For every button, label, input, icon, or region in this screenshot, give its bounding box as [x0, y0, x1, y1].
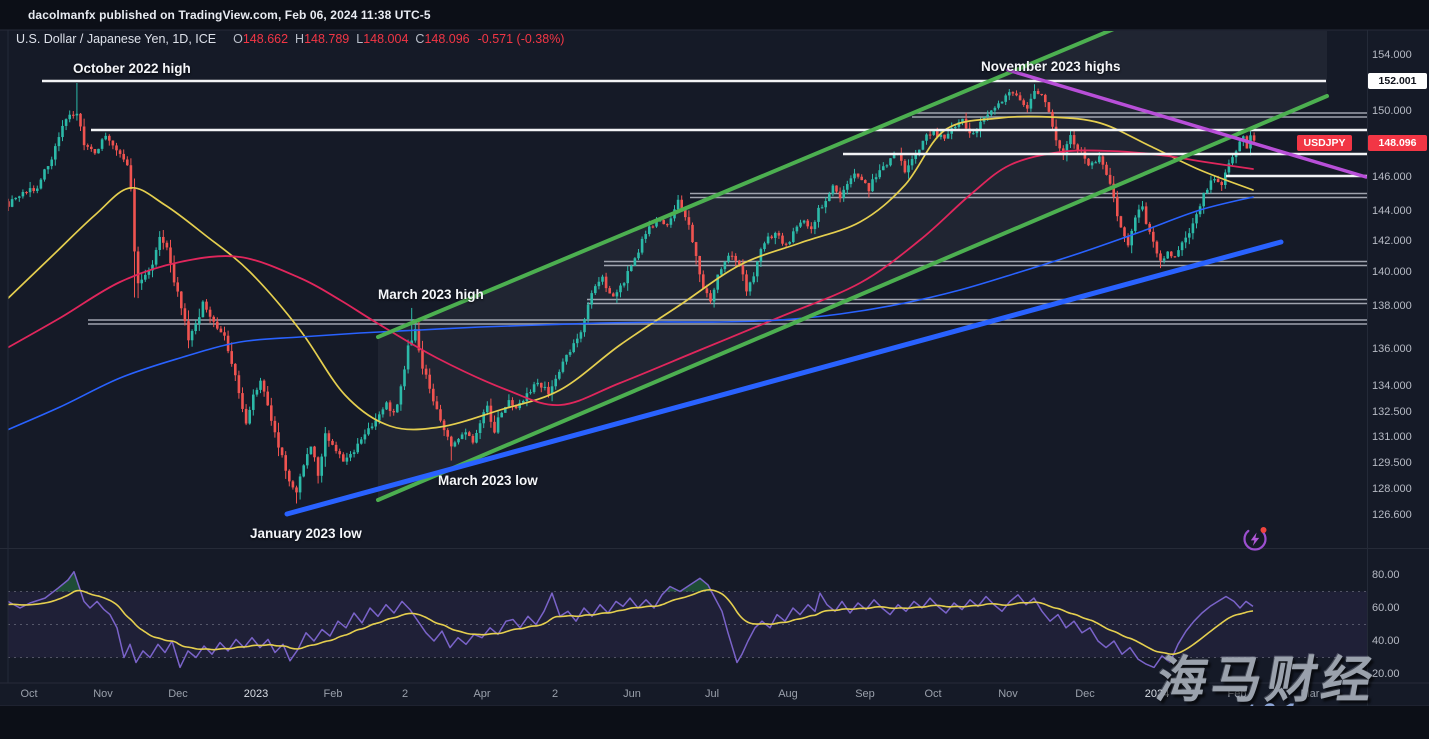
price-tick-label: 128.000: [1372, 483, 1412, 495]
time-tick-label: Dec: [1075, 688, 1095, 700]
resistance-zone[interactable]: [587, 298, 1367, 305]
price-tick-label: 134.000: [1372, 380, 1412, 392]
chart-annotation[interactable]: January 2023 low: [250, 526, 362, 541]
ma-blue[interactable]: [0, 196, 1254, 433]
price-tick-label: 60.00: [1372, 602, 1400, 614]
time-tick-label: 2024: [1144, 688, 1170, 700]
ma-red[interactable]: [0, 149, 1254, 406]
resistance-zone[interactable]: [604, 260, 1367, 267]
time-tick-label: Feb: [1227, 688, 1247, 700]
ohlc-value: 148.789: [304, 32, 350, 46]
price-tick-label: 40.00: [1372, 635, 1400, 647]
time-tick-label: Nov: [93, 688, 113, 700]
chart-background[interactable]: [0, 30, 1429, 706]
ohlc-key: C: [415, 32, 425, 46]
ohlc-key: L: [356, 32, 364, 46]
channel-lower[interactable]: [376, 94, 1329, 502]
rsi-overbought-fill: [682, 578, 712, 593]
ohlc-values: O148.662 H148.789 L148.004 C148.096: [226, 32, 470, 46]
ohlc-value: 148.096: [424, 32, 470, 46]
price-tick-label: 144.000: [1372, 205, 1412, 217]
symbol-description: U.S. Dollar / Japanese Yen, 1D, ICE: [16, 32, 217, 46]
main-pane[interactable]: [0, 0, 1367, 517]
price-tick-label: 146.000: [1372, 171, 1412, 183]
publish-info-bar: dacolmanfx published on TradingView.com,…: [0, 0, 1429, 30]
ohlc-key: O: [233, 32, 243, 46]
lightning-flash-icon[interactable]: [1238, 520, 1272, 556]
rsi-signal-line[interactable]: [8, 589, 1254, 656]
publish-info-text: dacolmanfx published on TradingView.com,…: [28, 8, 431, 22]
ohlc-key: H: [295, 32, 305, 46]
ohlc-value: 148.662: [242, 32, 289, 46]
time-tick-label: Jun: [623, 688, 641, 700]
time-tick-label: Dec: [168, 688, 188, 700]
time-tick-label: Sep: [855, 688, 875, 700]
chart-annotation[interactable]: October 2022 high: [73, 61, 191, 76]
price-tick-label: 140.000: [1372, 266, 1412, 278]
price-tick-label: 150.000: [1372, 105, 1412, 117]
time-tick-label: 2: [551, 688, 559, 700]
price-line-label: 152.001: [1368, 73, 1427, 89]
time-tick-label: Feb: [323, 688, 343, 700]
time-tick-label: Oct: [20, 688, 38, 700]
ascending-support[interactable]: [284, 239, 1284, 517]
rsi-pane[interactable]: [8, 570, 1367, 669]
price-tick-label: 138.000: [1372, 300, 1412, 312]
rsi-overbought-fill: [54, 571, 82, 596]
price-tick-label: 80.00: [1372, 569, 1400, 581]
time-tick-label: 2: [401, 688, 409, 700]
change-value: -0.571 (-0.38%): [477, 32, 565, 46]
time-tick-label: Aug: [778, 688, 798, 700]
price-tick-label: 136.000: [1372, 343, 1412, 355]
channel-upper[interactable]: [376, 0, 1183, 339]
chart-annotation[interactable]: March 2023 low: [438, 473, 538, 488]
chart-annotation[interactable]: November 2023 highs: [981, 59, 1121, 74]
time-tick-label: Oct: [924, 688, 942, 700]
price-tick-label: 132.500: [1372, 406, 1412, 418]
price-tick-label: 154.000: [1372, 49, 1412, 61]
descending-resistance[interactable]: [1006, 68, 1367, 179]
time-tick-label: Jul: [704, 688, 720, 700]
channel-fill: [378, 31, 1327, 500]
rsi-band-fill: [8, 591, 1367, 658]
resistance-zone[interactable]: [88, 319, 1367, 325]
price-tick-label: 129.500: [1372, 457, 1412, 469]
time-tick-label: Mar: [1300, 688, 1320, 700]
time-tick-label: 2023: [243, 688, 269, 700]
symbol-chip: USDJPY: [1297, 135, 1352, 151]
ma-yellow[interactable]: [0, 115, 1254, 431]
resistance-zone[interactable]: [690, 192, 1367, 199]
time-tick-label: Apr: [473, 688, 491, 700]
price-tick-label: 20.00: [1372, 668, 1400, 680]
chart-annotation[interactable]: March 2023 high: [378, 287, 484, 302]
symbol-header[interactable]: U.S. Dollar / Japanese Yen, 1D, ICE O148.…: [16, 32, 564, 48]
time-tick-label: Nov: [998, 688, 1018, 700]
price-tick-label: 142.000: [1372, 235, 1412, 247]
ohlc-value: 148.004: [363, 32, 409, 46]
last-price-label: 148.096: [1368, 135, 1427, 151]
price-tick-label: 131.000: [1372, 431, 1412, 443]
footer-bar: TradingView: [0, 706, 1429, 739]
price-tick-label: 126.600: [1372, 509, 1412, 521]
